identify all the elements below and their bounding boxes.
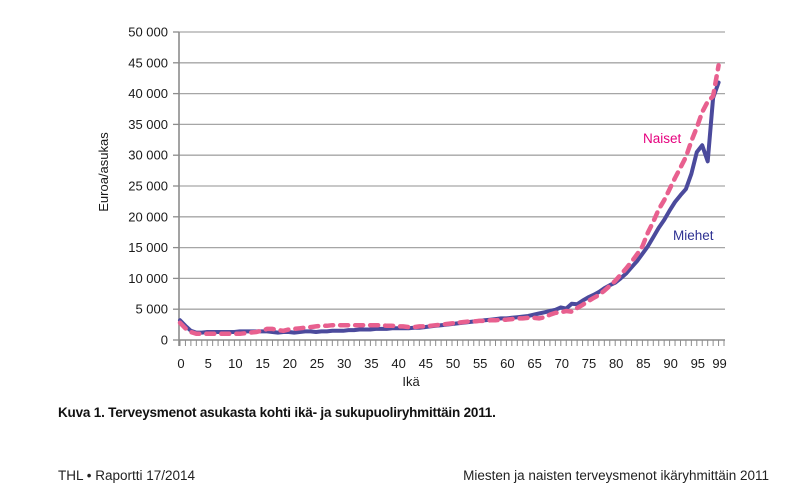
series-line-miehet [178,80,721,335]
x-tick-label: 70 [555,356,569,371]
x-axis-title: Ikä [402,374,420,389]
x-tick-label: 15 [255,356,269,371]
gridlines [179,31,725,310]
y-tick-labels: 0 5 000 10 000 15 000 20 000 25 000 30 000 35 0… [128,25,168,348]
x-tick-label: 85 [636,356,650,371]
y-tick-label: 30 000 [128,148,168,163]
x-tick-label: 50 [446,356,460,371]
figure-caption: Kuva 1. Terveysmenot asukasta kohti ikä-… [58,405,496,420]
y-tick-label: 40 000 [128,86,168,101]
y-tick-label: 50 000 [128,25,168,40]
y-axis-title: Euroa/asukas [96,132,111,212]
x-tick-label: 45 [419,356,433,371]
x-tick-label: 40 [391,356,405,371]
series-label-miehet: Miehet [673,228,714,243]
x-tick-label: 0 [177,356,184,371]
axes [173,31,725,346]
series-label-naiset: Naiset [643,131,682,146]
y-tick-label: 25 000 [128,179,168,194]
x-tick-label: 95 [691,356,705,371]
y-tick-label: 35 000 [128,117,168,132]
series-lines [177,63,721,337]
x-tick-label: 10 [228,356,242,371]
y-tick-label: 0 [161,333,168,348]
x-tick-label: 60 [500,356,514,371]
y-tick-label: 5 000 [135,302,168,317]
footer-section-title: Miesten ja naisten terveysmenot ikäryhmi… [463,468,769,483]
x-tick-label: 30 [337,356,351,371]
x-tick-label: 25 [310,356,324,371]
series-line-naiset [177,63,721,337]
x-tick-label: 65 [527,356,541,371]
x-tick-label: 90 [663,356,677,371]
y-tick-label: 45 000 [128,55,168,70]
footer-report-id: THL • Raportti 17/2014 [58,468,196,483]
y-tick-label: 10 000 [128,271,168,286]
x-tick-labels: 0 5 10 15 20 25 30 35 40 45 50 55 60 65 70 75 80 85 90 95 99 [177,356,726,371]
x-tick-label: 5 [205,356,212,371]
x-tick-label: 99 [712,356,726,371]
y-tick-label: 15 000 [128,240,168,255]
y-tick-label: 20 000 [128,209,168,224]
x-tick-label: 75 [582,356,596,371]
x-tick-label: 20 [283,356,297,371]
x-tick-label: 55 [473,356,487,371]
x-tick-label: 80 [609,356,623,371]
x-tick-label: 35 [364,356,378,371]
